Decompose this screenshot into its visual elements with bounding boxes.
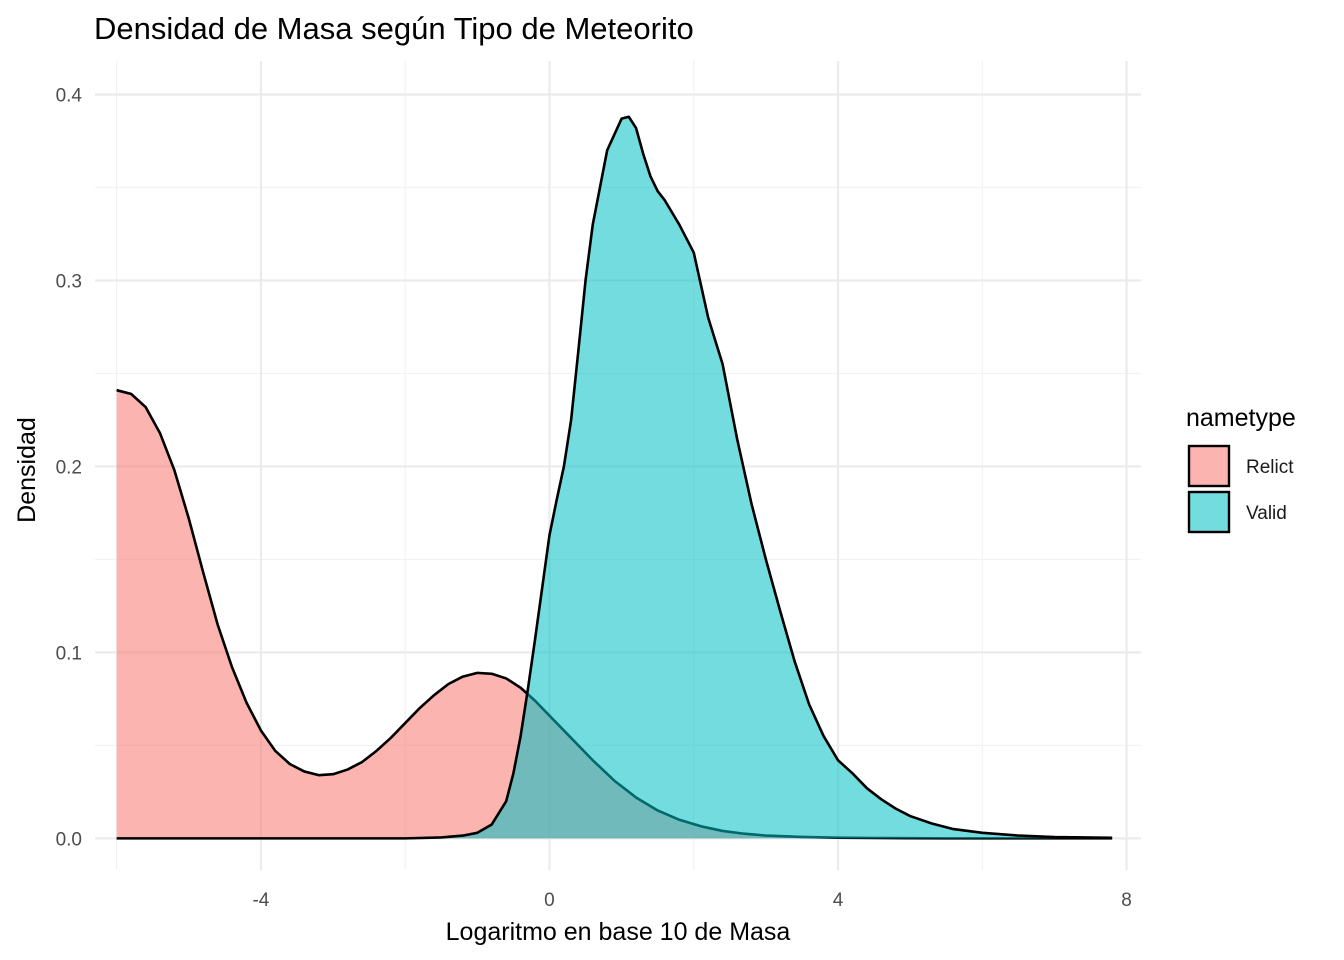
y-tick-label: 0.2 (56, 457, 82, 478)
x-axis-title: Logaritmo en base 10 de Masa (446, 918, 791, 946)
y-tick-label: 0.3 (56, 271, 82, 292)
legend-title: nametype (1186, 404, 1296, 432)
x-tick-label: 8 (1121, 890, 1132, 911)
legend-key-relict (1187, 444, 1231, 488)
y-axis-title: Densidad (13, 417, 41, 523)
legend: nametype Relict Valid (1186, 404, 1296, 534)
density-area-relict (116, 390, 1113, 839)
x-tick-label: 0 (544, 890, 555, 911)
density-area-valid (116, 116, 1113, 839)
x-axis-ticks: -4 0 4 8 (252, 890, 1131, 911)
legend-items: Relict Valid (1187, 444, 1294, 534)
x-tick-label: -4 (252, 890, 269, 911)
legend-label-relict: Relict (1246, 457, 1294, 478)
y-tick-label: 0.4 (56, 85, 83, 106)
y-tick-label: 0.1 (56, 643, 82, 664)
y-tick-label: 0.0 (56, 829, 82, 850)
density-areas (116, 115, 1113, 840)
legend-label-valid: Valid (1246, 503, 1287, 524)
density-outline-valid (116, 115, 1113, 840)
y-axis-ticks: 0.0 0.1 0.2 0.3 0.4 (56, 85, 83, 850)
x-tick-label: 4 (833, 890, 844, 911)
chart-title: Densidad de Masa según Tipo de Meteorito (94, 11, 694, 46)
legend-key-valid (1187, 490, 1231, 534)
